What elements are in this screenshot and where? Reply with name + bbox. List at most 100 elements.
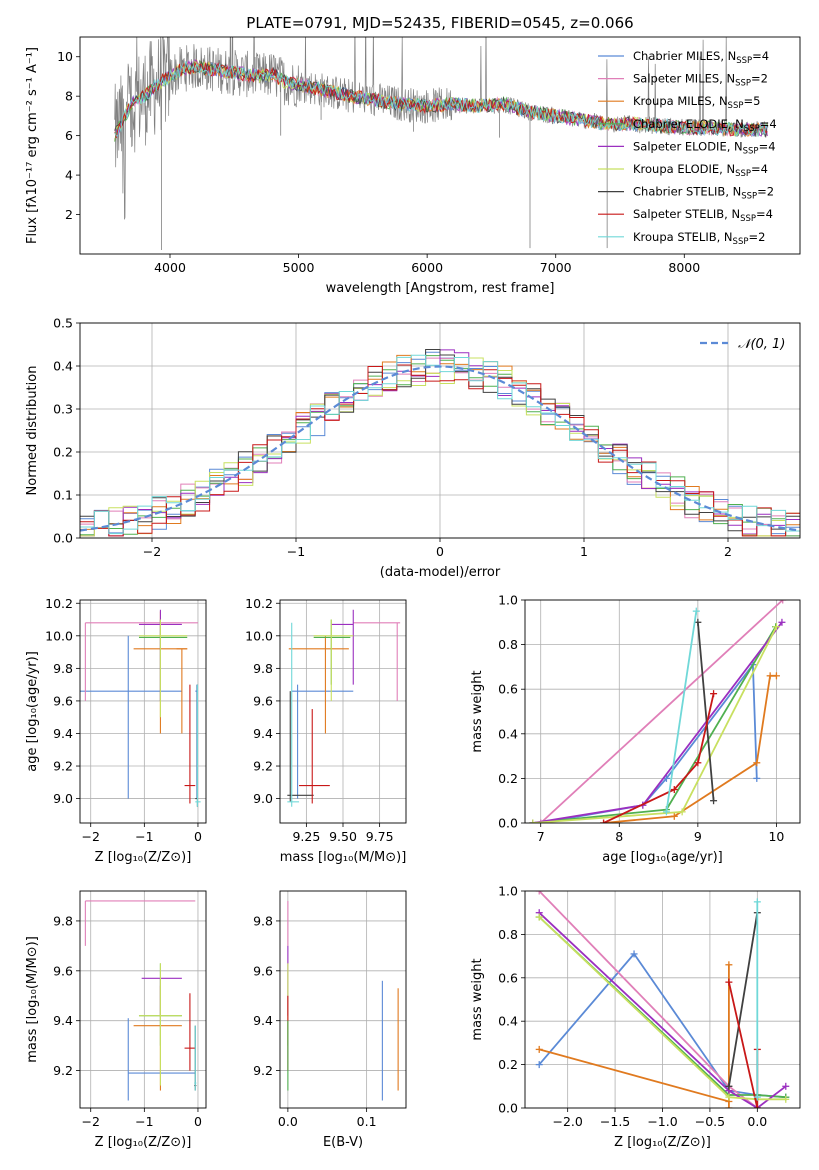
y-tick-label: 0.0 bbox=[498, 1101, 518, 1116]
y-tick-label: 0.4 bbox=[498, 1014, 518, 1029]
y-axis-label: mass weight bbox=[470, 958, 485, 1040]
errorbar-point-8 bbox=[287, 622, 300, 807]
errorbar-point-1 bbox=[353, 622, 401, 701]
y-tick-label: 0.1 bbox=[53, 488, 73, 503]
y-tick-label: 9.8 bbox=[53, 913, 73, 928]
y-tick-label: 0.4 bbox=[498, 726, 518, 741]
plus-marker bbox=[692, 607, 700, 615]
errorbar-point-7 bbox=[138, 619, 188, 718]
y-tick-label: 1.0 bbox=[498, 593, 518, 608]
plot-area bbox=[535, 891, 790, 1108]
errorbar-point-4 bbox=[141, 977, 182, 1016]
y-tick-label: 9.2 bbox=[53, 759, 73, 774]
x-tick-label: 0.0 bbox=[278, 1114, 298, 1129]
legend-entry: Kroupa ELODIE, NSSP=4 bbox=[633, 162, 768, 179]
weight-line-5 bbox=[538, 916, 786, 1101]
y-tick-label: 9.0 bbox=[253, 791, 273, 806]
plus-marker bbox=[710, 797, 718, 805]
plus-marker bbox=[600, 819, 608, 823]
plus-marker bbox=[670, 786, 678, 794]
plus-marker bbox=[725, 1104, 733, 1108]
x-axis-label: Z [log₁₀(Z/Z⊙)] bbox=[614, 1135, 711, 1150]
y-tick-label: 9.6 bbox=[53, 693, 73, 708]
x-tick-label: 7 bbox=[537, 829, 545, 844]
y-tick-label: 9.4 bbox=[53, 726, 73, 741]
axes-frame bbox=[79, 890, 207, 1109]
y-tick-label: 0.8 bbox=[498, 637, 518, 652]
axes-frame bbox=[79, 322, 801, 539]
legend-sub: SSP bbox=[733, 237, 749, 247]
errorbar-point-7 bbox=[299, 709, 330, 804]
errorbar-point-10 bbox=[195, 684, 201, 807]
legend-sub: SSP bbox=[735, 169, 751, 179]
weight-line-5 bbox=[532, 626, 778, 823]
y-tick-label: 0.2 bbox=[498, 1057, 518, 1072]
x-tick-label: 0 bbox=[194, 829, 202, 844]
legend-value: =4 bbox=[760, 117, 777, 131]
plus-marker bbox=[772, 623, 780, 631]
y-tick-label: 0.0 bbox=[53, 531, 73, 546]
legend-label: Salpeter ELODIE, N bbox=[633, 139, 743, 153]
plus-marker bbox=[782, 1095, 790, 1103]
y-tick-label: 9.8 bbox=[53, 661, 73, 676]
legend-label: Kroupa ELODIE, N bbox=[633, 162, 735, 176]
y-tick-label: 0.2 bbox=[498, 771, 518, 786]
legend-label: Chabrier STELIB, N bbox=[633, 185, 741, 199]
plus-marker bbox=[678, 808, 686, 816]
plus-marker bbox=[725, 961, 733, 969]
y-axis-label: age [log₁₀(age/yr)] bbox=[25, 651, 40, 772]
legend-entry: Kroupa MILES, NSSP=5 bbox=[633, 94, 760, 111]
legend: 𝒩(0, 1) bbox=[700, 337, 785, 352]
y-tick-label: 10.0 bbox=[245, 628, 273, 643]
y-tick-label: 6 bbox=[65, 128, 73, 143]
x-axis-label: (data-model)/error bbox=[380, 565, 501, 580]
plus-marker bbox=[753, 1093, 761, 1101]
histogram-series-4 bbox=[80, 349, 800, 537]
histogram-series-8 bbox=[80, 354, 800, 535]
plus-marker bbox=[535, 1045, 543, 1053]
y-tick-label: 0.0 bbox=[498, 816, 518, 831]
y-tick-label: 10.0 bbox=[45, 628, 73, 643]
x-axis-label: age [log₁₀(age/yr)] bbox=[602, 850, 723, 865]
errorbar-point-9 bbox=[184, 684, 196, 804]
x-tick-label: 7000 bbox=[540, 260, 572, 275]
y-tick-label: 9.8 bbox=[253, 661, 273, 676]
y-tick-label: 9.2 bbox=[53, 1063, 73, 1078]
y-tick-label: 0.5 bbox=[53, 316, 73, 331]
legend-entry: Chabrier STELIB, NSSP=2 bbox=[633, 185, 774, 202]
y-tick-label: 9.6 bbox=[253, 963, 273, 978]
x-tick-label: 9.50 bbox=[329, 829, 357, 844]
legend-entry: Chabrier ELODIE, NSSP=4 bbox=[633, 117, 777, 134]
plus-marker bbox=[772, 672, 780, 680]
histogram-series-6 bbox=[80, 349, 800, 532]
x-tick-label: 9.25 bbox=[292, 829, 320, 844]
plus-marker bbox=[766, 672, 774, 680]
weight-line-1 bbox=[540, 600, 784, 823]
x-axis-label: wavelength [Angstrom, rest frame] bbox=[326, 281, 555, 296]
legend-value: =5 bbox=[743, 94, 760, 108]
legend-sub: SSP bbox=[735, 79, 751, 89]
weight-line-8 bbox=[665, 610, 698, 813]
histogram-series-5 bbox=[80, 357, 800, 537]
errorbar-point-7 bbox=[184, 993, 196, 1071]
y-tick-label: 9.4 bbox=[253, 726, 273, 741]
plus-marker bbox=[537, 819, 545, 823]
y-tick-label: 9.2 bbox=[253, 1063, 273, 1078]
plus-marker bbox=[725, 1093, 733, 1101]
legend-label: Kroupa MILES, N bbox=[633, 94, 728, 108]
errorbar-point-5 bbox=[138, 619, 188, 701]
legend-value: =4 bbox=[756, 207, 773, 221]
plus-marker bbox=[778, 618, 786, 626]
plus-marker bbox=[529, 819, 537, 823]
legend-entry: Salpeter ELODIE, NSSP=4 bbox=[633, 139, 776, 156]
x-tick-label: 0.0 bbox=[747, 1114, 767, 1129]
panel-mass-vs-ebv: 0.0 0.1 9.2 9.4 9.6 9.8 E(B-V) bbox=[253, 890, 407, 1150]
panel-residuals: −2 −1 0 1 2 0.0 0.1 0.2 0.3 0.4 0.5 (data-model)/er… bbox=[25, 316, 801, 580]
x-tick-label: −2 bbox=[82, 829, 100, 844]
weight-line-6 bbox=[728, 912, 759, 1087]
legend-value: =4 bbox=[759, 139, 776, 153]
legend-entry: Kroupa STELIB, NSSP=2 bbox=[633, 230, 765, 247]
plus-marker bbox=[725, 1082, 733, 1090]
errorbar-point-5 bbox=[138, 963, 182, 1086]
plus-marker bbox=[779, 600, 787, 604]
